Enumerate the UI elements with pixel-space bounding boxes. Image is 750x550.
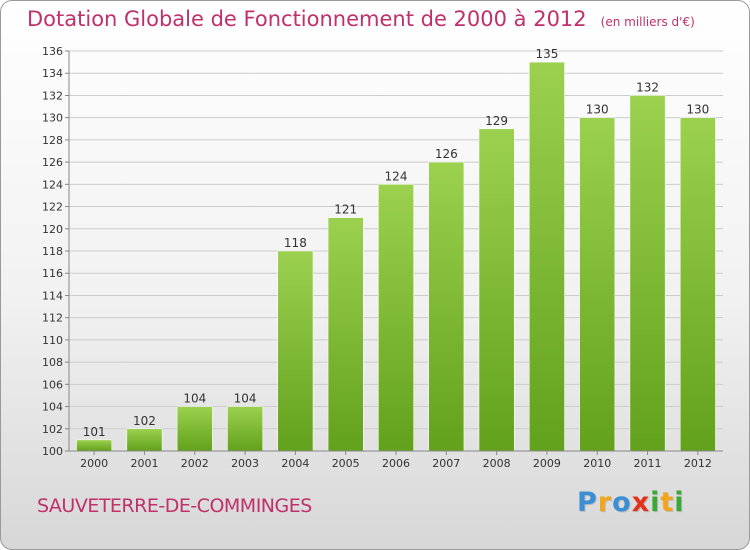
bar-2011 [629, 95, 666, 452]
bar-2005 [327, 217, 364, 452]
data-label: 135 [535, 47, 558, 61]
y-tick-label: 108 [42, 356, 63, 369]
data-label: 126 [435, 147, 458, 161]
data-label: 101 [83, 425, 106, 439]
y-tick-label: 106 [42, 378, 63, 391]
y-tick-label: 126 [42, 156, 63, 169]
y-tick-label: 128 [42, 134, 63, 147]
y-tick-label: 114 [42, 289, 63, 302]
y-tick-label: 130 [42, 112, 63, 125]
data-label: 102 [133, 414, 156, 428]
data-label: 129 [485, 114, 508, 128]
logo-letter: i [674, 487, 685, 518]
y-tick-label: 122 [42, 201, 63, 214]
y-tick-label: 134 [42, 67, 63, 80]
axes [65, 50, 723, 455]
data-label: 132 [636, 80, 659, 94]
chart-title: Dotation Globale de Fonctionnement de 20… [27, 7, 695, 31]
data-label: 121 [334, 203, 357, 217]
x-tick-label: 2011 [634, 457, 662, 470]
x-tick-label: 2000 [80, 457, 108, 470]
data-label: 124 [385, 169, 408, 183]
y-tick-label: 110 [42, 334, 63, 347]
x-tick-label: 2009 [533, 457, 561, 470]
x-tick-label: 2004 [281, 457, 309, 470]
y-tick-label: 136 [42, 45, 63, 58]
bar-2007 [428, 161, 465, 452]
data-label: 104 [183, 392, 206, 406]
title-text: Dotation Globale de Fonctionnement de 20… [27, 7, 587, 31]
x-tick-label: 2012 [684, 457, 712, 470]
bar-2008 [478, 128, 515, 452]
x-tick-label: 2005 [332, 457, 360, 470]
logo-letter: o [612, 487, 632, 518]
data-label: 104 [234, 392, 257, 406]
logo-letter: i [650, 487, 661, 518]
bar-2003 [227, 406, 263, 452]
y-tick-label: 116 [42, 267, 63, 280]
x-tick-label: 2002 [181, 457, 209, 470]
y-tick-label: 102 [42, 423, 63, 436]
logo-letter: t [660, 487, 675, 518]
data-label: 130 [586, 103, 609, 117]
data-label: 130 [686, 103, 709, 117]
bar-2001 [126, 428, 163, 452]
x-tick-label: 2008 [483, 457, 511, 470]
bar-2012 [679, 117, 716, 452]
y-tick-label: 132 [42, 89, 63, 102]
x-tick-label: 2006 [382, 457, 410, 470]
bar-2000 [76, 439, 113, 452]
y-tick-label: 100 [42, 445, 63, 458]
x-tick-label: 2003 [231, 457, 259, 470]
bar-2010 [579, 117, 616, 452]
y-tick-label: 112 [42, 312, 63, 325]
x-tick-label: 2007 [432, 457, 460, 470]
proxiti-logo: Proxiti [577, 487, 685, 518]
bars [76, 61, 716, 452]
bar-2002 [176, 406, 213, 452]
logo-letter: r [597, 487, 613, 518]
logo-letter: x [631, 487, 651, 518]
bar-2006 [378, 184, 414, 452]
bar-2009 [529, 61, 565, 452]
labels: 100 102 104 106 108 110 112 114 116 118 120 122 124 1… [42, 45, 712, 470]
logo-letter: P [577, 487, 598, 518]
x-tick-label: 2001 [130, 457, 158, 470]
y-tick-label: 104 [42, 401, 63, 414]
y-tick-label: 118 [42, 245, 63, 258]
data-label: 118 [284, 236, 307, 250]
bar-2004 [277, 250, 314, 452]
place-name: SAUVETERRE-DE-COMMINGES [37, 495, 312, 517]
y-tick-label: 120 [42, 223, 63, 236]
unit-label: (en milliers d'€) [600, 15, 695, 29]
y-tick-label: 124 [42, 178, 63, 191]
x-tick-label: 2010 [583, 457, 611, 470]
